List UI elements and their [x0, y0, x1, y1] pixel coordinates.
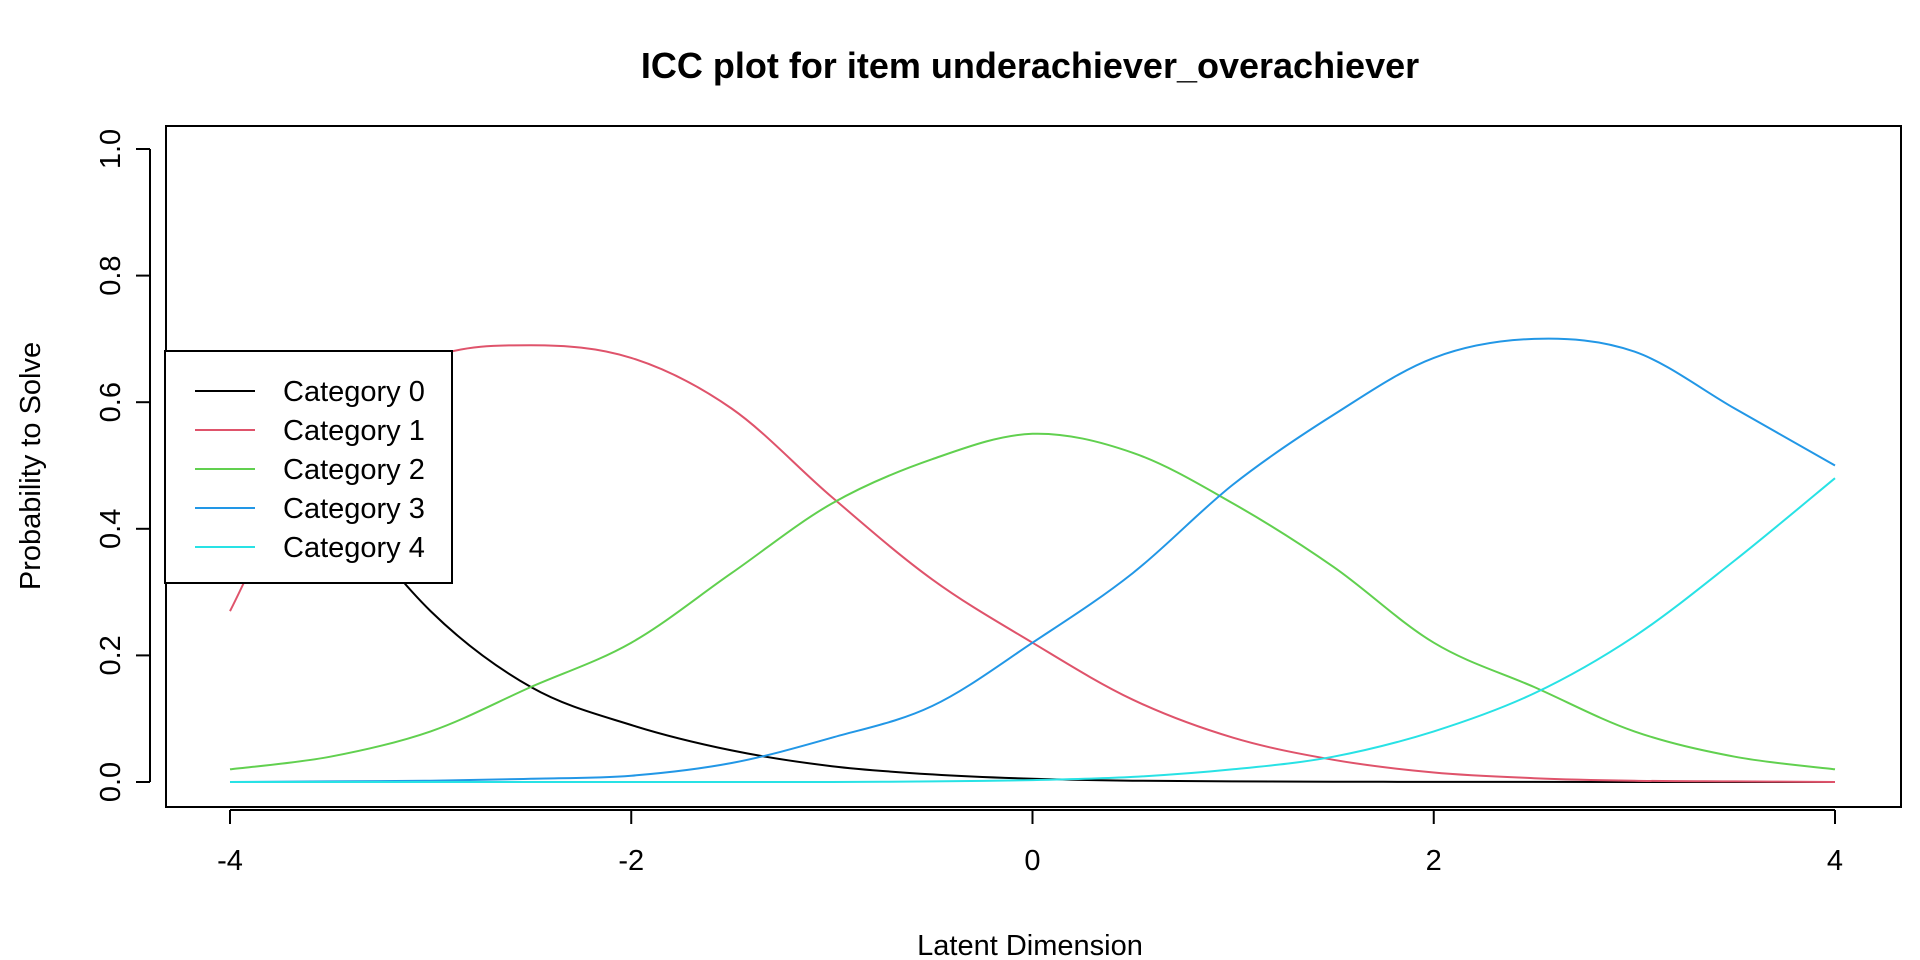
x-tick-label: 2: [1426, 845, 1442, 877]
y-tick-label: 0.0: [95, 762, 127, 802]
chart-title: ICC plot for item underachiever_overachi…: [641, 45, 1419, 86]
y-tick-label: 0.8: [95, 255, 127, 295]
series-lines: [229, 337, 1836, 784]
x-tick-label: 0: [1024, 845, 1040, 877]
series-line-category-3: [229, 337, 1836, 783]
legend-box: [164, 350, 453, 584]
series-line-category-2: [229, 432, 1836, 771]
y-tick-label: 1.0: [95, 129, 127, 169]
y-tick-label: 0.2: [95, 635, 127, 675]
y-tick-label: 0.6: [95, 382, 127, 422]
series-line-category-4: [230, 477, 1836, 784]
legend: Category 0 Category 1 Category 2 Category 3…: [164, 350, 453, 584]
x-axis: -4 -2 0 2 4: [217, 809, 1843, 877]
y-axis-label: Probability to Solve: [15, 342, 47, 590]
legend-label: Category 3: [283, 493, 425, 525]
y-axis: 0.0 0.2 0.4 0.6 0.8 1.0: [95, 129, 151, 802]
series-line-category-0: [229, 357, 1835, 783]
legend-label: Category 1: [283, 415, 425, 447]
x-tick-label: -2: [618, 845, 644, 877]
x-axis-label: Latent Dimension: [917, 930, 1143, 960]
legend-label: Category 0: [283, 376, 425, 408]
y-tick-label: 0.4: [95, 509, 127, 549]
x-tick-label: 4: [1827, 845, 1843, 877]
legend-label: Category 2: [283, 454, 425, 486]
legend-label: Category 4: [283, 532, 425, 564]
x-tick-label: -4: [217, 845, 243, 877]
series-line-category-1: [229, 344, 1836, 783]
